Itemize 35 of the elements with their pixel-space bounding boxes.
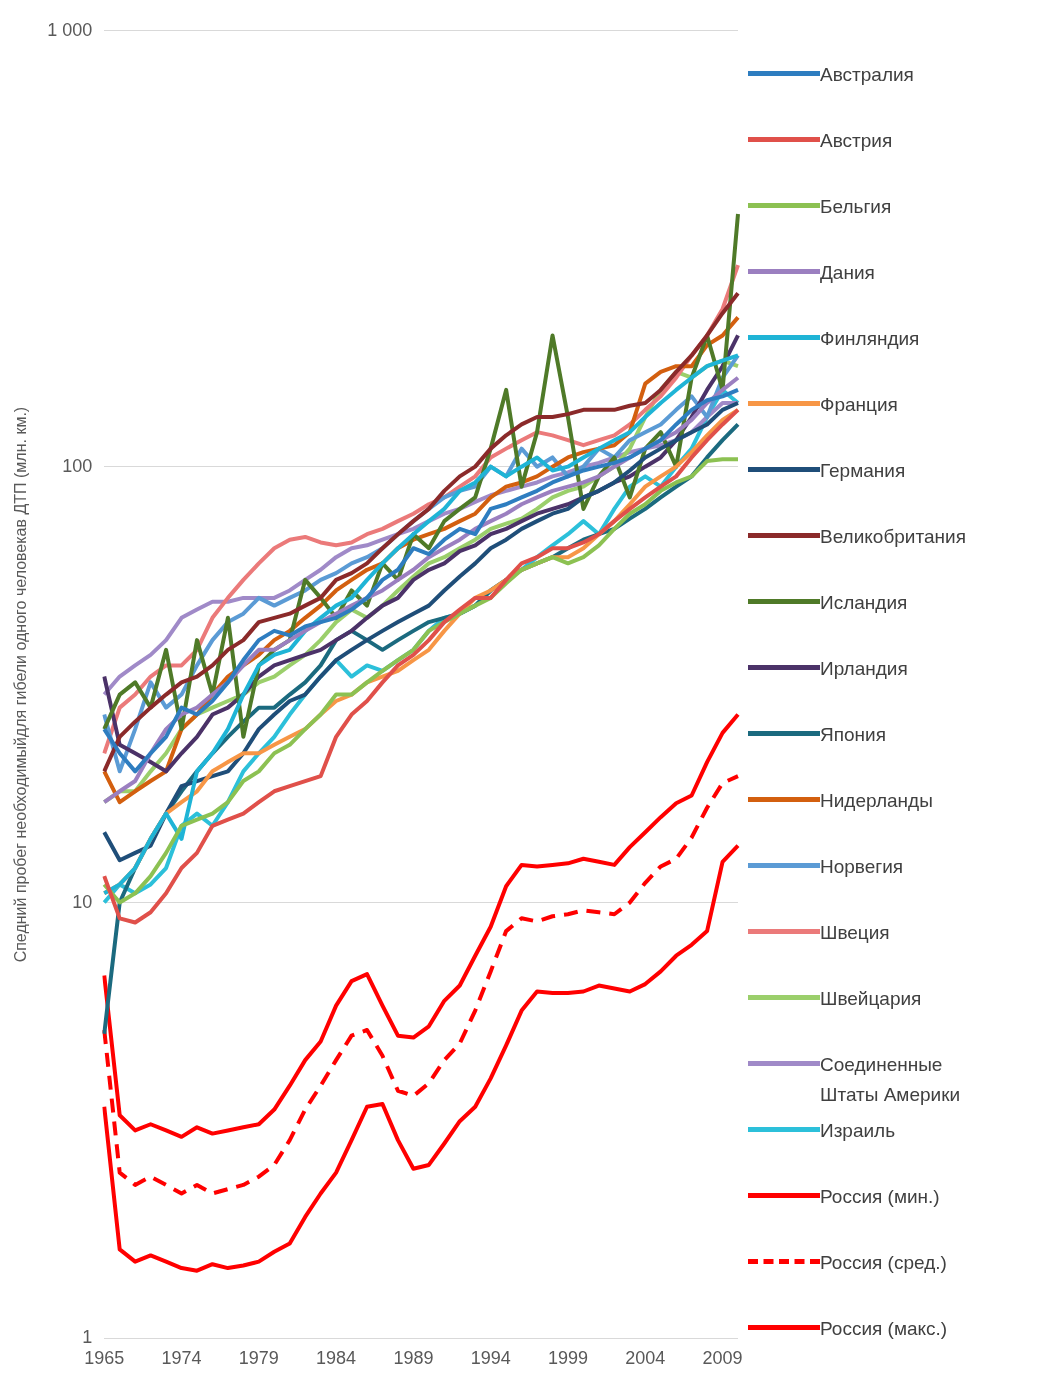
legend-label: Исландия	[820, 591, 909, 615]
legend-label: Соединенные Штаты Америки	[820, 1053, 962, 1107]
legend-label: Бельгия	[820, 195, 893, 219]
legend-label: Россия (мин.)	[820, 1185, 941, 1209]
legend-label: Франция	[820, 393, 899, 417]
legend-label: Дания	[820, 261, 876, 285]
legend-label: Финляндия	[820, 327, 921, 351]
x-tick-label: 1979	[238, 1348, 279, 1369]
y-tick-label: 10	[72, 891, 93, 912]
x-tick-label: 1989	[393, 1348, 434, 1369]
y-axis-title: Спедний пробег необходимыйдля гибели одного человекав ДТП (млн. км.)	[12, 406, 30, 963]
legend-label: Великобритания	[820, 525, 967, 549]
x-tick-label: 1974	[161, 1348, 202, 1369]
x-tick-label: 1984	[316, 1348, 357, 1369]
legend-label: Ирландия	[820, 657, 909, 681]
x-tick-label: 2009	[702, 1348, 743, 1369]
legend-label: Австралия	[820, 63, 915, 87]
legend-label: Израиль	[820, 1119, 897, 1143]
legend-label: Швейцария	[820, 987, 923, 1011]
legend-label: Германия	[820, 459, 907, 483]
y-tick-label: 1	[82, 1327, 93, 1348]
y-tick-label: 100	[62, 455, 93, 476]
line-series	[102, 774, 740, 1196]
y-tick-label: 1 000	[47, 19, 93, 40]
legend-label: Россия (макс.)	[820, 1317, 949, 1341]
x-tick-label: 1965	[84, 1348, 125, 1369]
legend-label: Нидерланды	[820, 789, 934, 813]
legend-label: Австрия	[820, 129, 894, 153]
x-tick-label: 2004	[625, 1348, 666, 1369]
legend-label: Россия (сред.)	[820, 1251, 948, 1275]
legend-label: Швеция	[820, 921, 891, 945]
x-tick-label: 1994	[470, 1348, 511, 1369]
legend-label: Норвегия	[820, 855, 905, 879]
legend-label: Япония	[820, 723, 887, 747]
x-tick-label: 1999	[547, 1348, 588, 1369]
